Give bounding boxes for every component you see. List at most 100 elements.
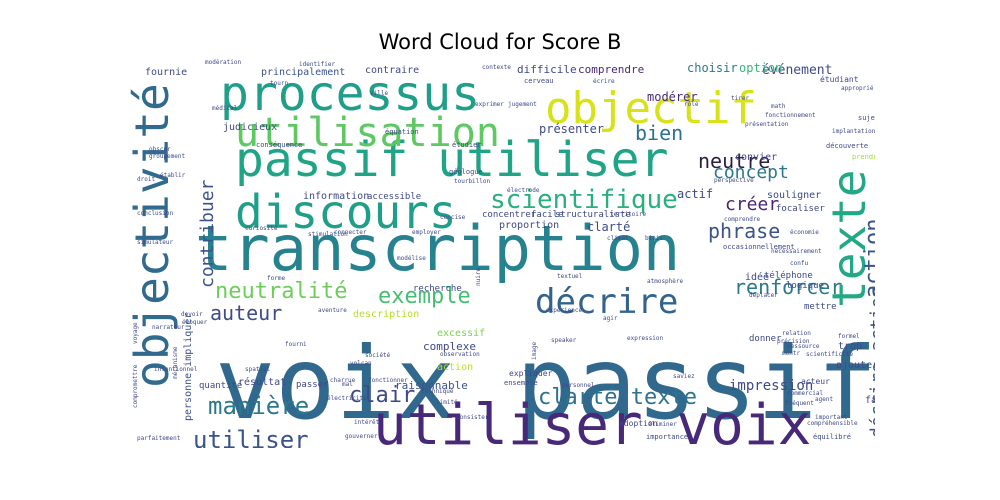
word-description: description: [353, 309, 419, 320]
word-cloud: voix passif transcription utiliser voix pas…: [125, 58, 875, 448]
word-ville: ville: [370, 90, 388, 97]
word-tourn: tourn: [270, 80, 288, 87]
word-nuire: nuire: [475, 268, 482, 286]
word-gouverner: gouverner: [345, 433, 378, 440]
word-cerveau: cerveau: [524, 77, 554, 85]
word-intérêt: intérêt: [354, 419, 380, 426]
word-souligner: souligner: [767, 190, 821, 201]
word-saviez: saviez: [673, 373, 695, 380]
word-expression: expression: [627, 335, 664, 342]
word-précision: précision: [777, 338, 810, 345]
word-ensemble: ensemble: [504, 379, 538, 387]
word-étudiant: étudiant: [820, 74, 859, 84]
word-information: information: [303, 191, 369, 202]
word-décrire: décrire: [535, 282, 678, 322]
word-mal: mal: [342, 381, 353, 388]
word-manière: manière: [208, 392, 309, 420]
word-utilisation: utilisation: [235, 110, 500, 156]
word-commercial: commercial: [787, 390, 824, 397]
word-objectif: objectif: [545, 83, 757, 134]
word-forme: forme: [267, 275, 285, 282]
word-économie: économie: [790, 229, 819, 236]
word-modérer: modérer: [647, 90, 698, 104]
word-expliquer: expliquer: [509, 369, 553, 378]
word-speaker: speaker: [551, 337, 577, 344]
word-fourni: fourni: [285, 341, 307, 348]
word-limité: limité: [436, 399, 458, 406]
word-atmosphère: atmosphère: [647, 278, 684, 285]
word-employer: employer: [412, 229, 441, 236]
word-fonctionner: fonctionner: [368, 377, 408, 384]
word-géologue: géologue: [449, 168, 483, 176]
word-quantité: quantité: [199, 380, 242, 391]
word-jugement: jugement: [508, 101, 537, 108]
word-obscur: obscur: [149, 146, 171, 153]
word-clarté-texte: clarté texte: [538, 385, 697, 410]
word-utiliser-voix: utiliser voix: [373, 393, 811, 448]
word-importance: importance: [646, 433, 688, 441]
word-personne-impliquer: personne impliquer: [183, 313, 194, 421]
word-passif-utiliser: passif utiliser: [235, 132, 668, 188]
word-tourbillon: tourbillon: [454, 178, 491, 185]
word-ressource: ressource: [787, 343, 820, 350]
word-adoption: adoption: [619, 419, 658, 428]
word-évoquer: évoquer: [182, 319, 208, 326]
word-fréquent: fréquent: [785, 400, 814, 407]
word-société: société: [365, 352, 391, 359]
word-consister: consister: [456, 414, 489, 421]
word-comprendre: comprendre: [724, 216, 761, 223]
word-prendre: prendre: [852, 153, 875, 161]
word-fournie: fournie: [145, 67, 187, 78]
word-mettre: mettre: [804, 302, 837, 312]
word-charrue: charrue: [330, 377, 356, 384]
word-clarté: clarté: [587, 220, 630, 234]
word-convier: convier: [735, 152, 777, 163]
word-judicieux: judicieux: [223, 122, 277, 133]
word-montr: montr: [782, 350, 800, 357]
word-identifier: identifier: [299, 61, 336, 68]
word-modélise: modélise: [397, 255, 426, 262]
word-accessible: accessible: [367, 192, 421, 202]
word-concentrer: concentrer: [482, 210, 537, 220]
word-scientificité: scientificité: [806, 351, 853, 358]
word-recherche: recherche: [413, 284, 462, 294]
word-idée: idée: [745, 271, 769, 283]
word-objectivité: objectivité: [125, 83, 179, 388]
word-ajouter: ajouter: [836, 360, 875, 371]
word-donner: donner: [749, 334, 782, 344]
word-agent: agent: [815, 396, 833, 403]
word-devoir: devoir: [181, 311, 203, 318]
word-compréhensible: compréhensible: [807, 420, 858, 427]
word-spatial: spatial: [245, 366, 271, 373]
word-rôle: rôle: [684, 101, 699, 108]
word-découverte: découverte: [826, 142, 868, 150]
word-intentionnel: intentionnel: [154, 366, 198, 373]
word-important: important: [815, 414, 848, 421]
word-textuel: textuel: [557, 273, 583, 280]
word-approprié: approprié: [841, 85, 874, 92]
word-aventure: aventure: [318, 307, 347, 314]
word-image: image: [531, 342, 538, 360]
word-connecter: connecter: [334, 229, 367, 236]
word-droit: droit: [137, 176, 155, 183]
word-bien: bien: [635, 121, 683, 145]
word-renforcer: renforcer: [734, 275, 842, 299]
word-trop: trop: [838, 341, 862, 352]
word-conséquence: conséquence: [256, 141, 302, 149]
word-principalement: principalement: [261, 67, 345, 78]
word-facile: facile: [531, 210, 564, 220]
word-parfaitement: parfaitement: [137, 435, 181, 442]
word-fait: fait: [865, 395, 875, 406]
word-voyage: voyage: [132, 322, 139, 344]
word-narrateur: narrateur: [152, 324, 185, 331]
word-simulateur: simulateur: [137, 239, 174, 246]
word-compromettre: compromettre: [132, 364, 139, 408]
word-comprendre: comprendre: [578, 63, 644, 76]
word-excessif: excessif: [437, 328, 485, 339]
word-concise: concise: [440, 214, 466, 221]
word-discours: discours: [235, 185, 457, 239]
word-mécanisme: mécanisme: [172, 346, 179, 379]
word-groupement: groupement: [149, 153, 186, 160]
word-personnel: personnel: [562, 382, 595, 389]
word-auteur: auteur: [210, 301, 282, 325]
